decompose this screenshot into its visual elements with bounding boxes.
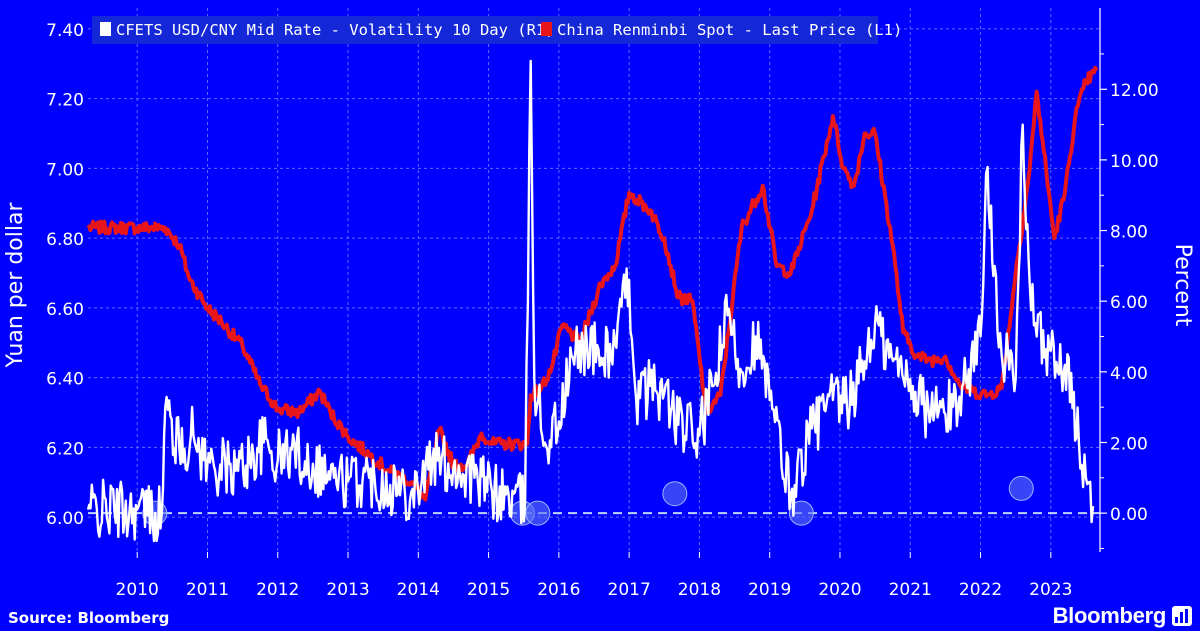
left-axis-label: Yuan per dollar: [3, 202, 28, 369]
source-note: Source: Bloomberg: [8, 609, 169, 627]
x-tick-label: 2022: [959, 580, 1002, 600]
x-tick-label: 2011: [186, 580, 229, 600]
left-tick-label: 6.60: [46, 300, 84, 320]
x-tick-label: 2015: [467, 580, 510, 600]
right-tick-label: 10.00: [1110, 152, 1159, 172]
x-tick-label: 2010: [116, 580, 159, 600]
legend-swatch-volatility: [100, 22, 111, 36]
left-tick-label: 7.00: [46, 160, 84, 180]
legend: CFETS USD/CNY Mid Rate - Volatility 10 D…: [92, 16, 902, 44]
source-value: Bloomberg: [77, 609, 170, 627]
right-tick-label: 8.00: [1110, 223, 1148, 243]
right-tick-label: 6.00: [1110, 293, 1148, 313]
left-tick-label: 6.80: [46, 230, 84, 250]
legend-swatch-spot: [541, 22, 552, 36]
left-tick-label: 7.40: [46, 21, 84, 41]
x-tick-label: 2018: [678, 580, 721, 600]
right-tick-label: 12.00: [1110, 81, 1159, 101]
right-tick-label: 4.00: [1110, 364, 1148, 384]
right-tick-label: 0.00: [1110, 505, 1148, 525]
left-tick-label: 6.40: [46, 370, 84, 390]
brand-logo: Bloomberg: [1052, 603, 1167, 628]
left-tick-label: 7.20: [46, 91, 84, 111]
axes: 6.00 6.20 6.40 6.60 6.80 7.00 7.20 7.40 2010 2011…: [46, 8, 1159, 600]
right-axis-label: Percent: [1170, 244, 1195, 327]
legend-label-spot: China Renminbi Spot - Last Price (L1): [557, 21, 902, 39]
legend-label-volatility: CFETS USD/CNY Mid Rate - Volatility 10 D…: [116, 21, 555, 39]
grid-lines: [88, 8, 1100, 552]
right-tick-label: 2.00: [1110, 434, 1148, 454]
x-tick-label: 2016: [537, 580, 580, 600]
bar-chart-icon: [1172, 606, 1192, 626]
x-tick-label: 2013: [326, 580, 369, 600]
series-line-spot: [86, 65, 1099, 502]
x-tick-label: 2014: [397, 580, 440, 600]
x-tick-label: 2019: [748, 580, 791, 600]
left-tick-label: 6.00: [46, 509, 84, 529]
series-line-volatility: [86, 59, 1095, 543]
left-tick-label: 6.20: [46, 439, 84, 459]
x-tick-label: 2023: [1029, 580, 1072, 600]
highlight-marker: [525, 500, 551, 526]
source-label: Source:: [8, 609, 73, 627]
x-tick-label: 2020: [818, 580, 861, 600]
highlight-marker: [662, 481, 688, 507]
legend-background: [92, 16, 878, 44]
highlight-markers: [142, 475, 1034, 526]
highlight-marker: [1008, 475, 1034, 501]
x-tick-label: 2012: [256, 580, 299, 600]
x-tick-label: 2017: [608, 580, 651, 600]
x-tick-label: 2021: [889, 580, 932, 600]
highlight-marker: [788, 500, 814, 526]
